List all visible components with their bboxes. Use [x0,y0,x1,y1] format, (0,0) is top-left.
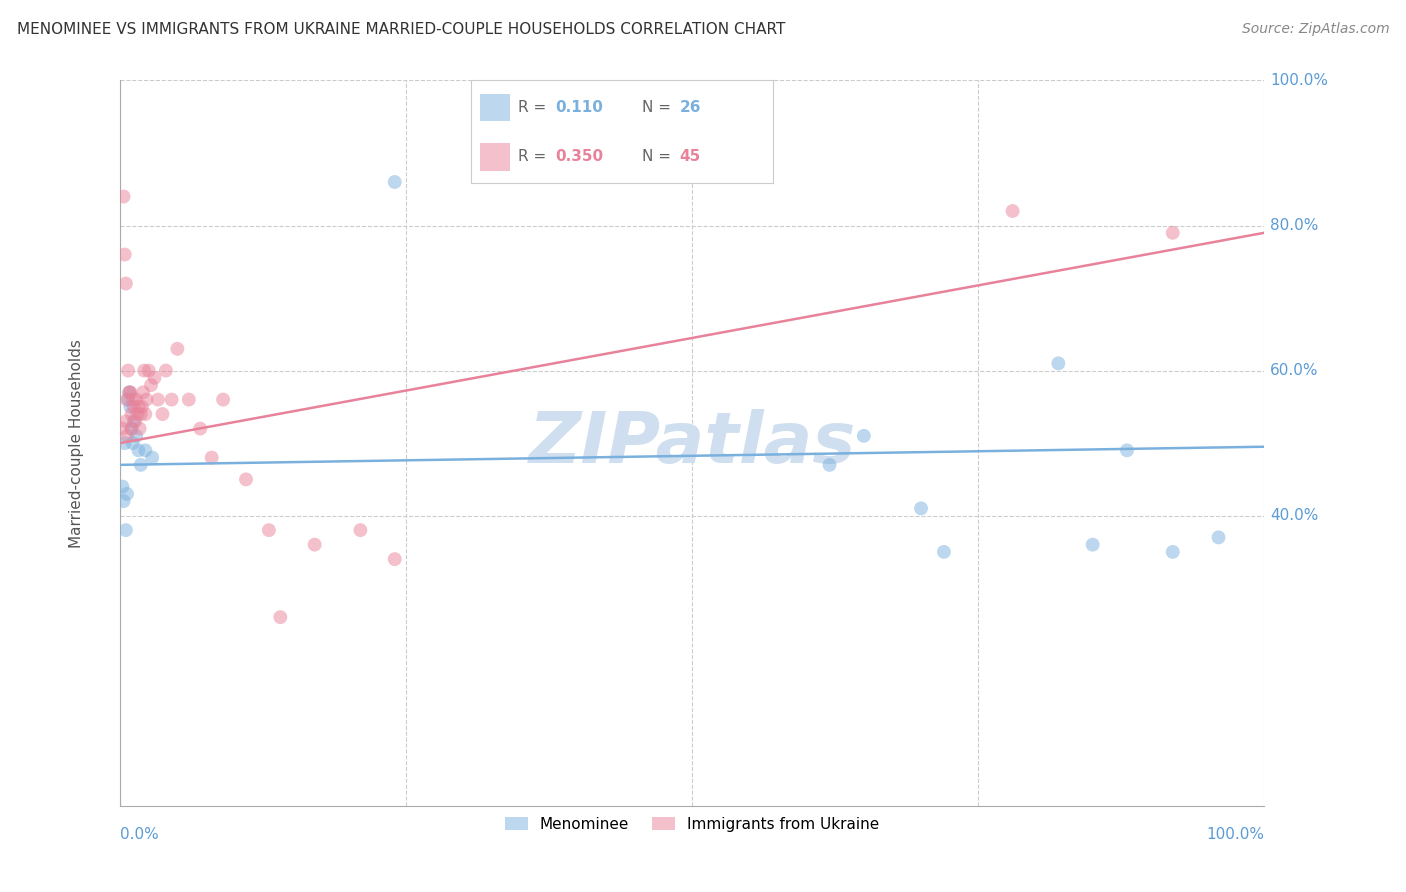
Point [127,407,149,421]
Point [114,247,136,261]
Point [112,494,135,508]
Text: 100.0%: 100.0% [1206,828,1264,842]
Text: MENOMINEE VS IMMIGRANTS FROM UKRAINE MARRIED-COUPLE HOUSEHOLDS CORRELATION CHART: MENOMINEE VS IMMIGRANTS FROM UKRAINE MAR… [17,22,785,37]
Point [112,189,135,203]
Point [128,421,150,435]
Text: R =: R = [517,149,551,164]
Point [235,472,257,486]
Point [818,458,841,472]
Point [160,392,183,407]
Point [120,400,142,414]
Point [114,436,136,450]
Point [134,363,156,377]
Point [121,421,143,435]
Point [125,429,148,443]
Point [143,371,166,385]
Point [115,523,138,537]
Point [384,175,406,189]
Point [115,392,138,407]
Point [127,443,149,458]
Text: Married-couple Households: Married-couple Households [69,339,84,548]
Text: R =: R = [517,100,551,115]
Text: 100.0%: 100.0% [1270,73,1329,88]
Point [121,407,143,421]
Point [212,392,235,407]
Point [127,400,149,414]
Text: 80.0%: 80.0% [1270,218,1319,233]
Point [177,392,200,407]
Point [117,363,139,377]
Point [118,385,141,400]
Point [115,429,138,443]
Point [141,450,163,465]
Point [384,552,406,566]
Point [304,538,326,552]
Text: 0.350: 0.350 [555,149,603,164]
Point [139,378,162,392]
Text: 45: 45 [679,149,700,164]
Point [115,414,138,428]
Text: 40.0%: 40.0% [1270,508,1319,523]
Legend: Menominee, Immigrants from Ukraine: Menominee, Immigrants from Ukraine [499,811,886,838]
Point [129,458,152,472]
Point [1081,538,1104,552]
Point [1047,356,1070,370]
Point [155,363,177,377]
Point [132,385,155,400]
Point [910,501,932,516]
Point [111,421,134,435]
Point [131,400,153,414]
FancyBboxPatch shape [479,143,510,170]
Point [201,450,224,465]
Point [134,407,156,421]
Point [257,523,280,537]
Text: Source: ZipAtlas.com: Source: ZipAtlas.com [1241,22,1389,37]
Point [125,392,148,407]
Point [124,414,146,428]
Point [852,429,875,443]
Text: 60.0%: 60.0% [1270,363,1319,378]
Text: 26: 26 [679,100,702,115]
Point [121,421,143,435]
Point [115,487,138,501]
Point [115,277,138,291]
Point [118,385,141,400]
Point [349,523,371,537]
Point [111,480,134,494]
Text: 0.110: 0.110 [555,100,603,115]
Point [120,385,142,400]
Point [134,443,156,458]
Point [1001,204,1024,219]
Point [135,392,157,407]
Point [152,407,174,421]
Point [122,414,145,428]
Text: N =: N = [641,100,676,115]
Point [121,436,143,450]
Point [117,392,139,407]
Point [129,407,152,421]
Point [269,610,291,624]
Point [1208,530,1230,544]
Text: 0.0%: 0.0% [120,828,159,842]
Point [932,545,955,559]
Point [1116,443,1139,458]
FancyBboxPatch shape [479,94,510,121]
Point [146,392,169,407]
Point [1161,226,1184,240]
Point [121,392,143,407]
Point [188,421,211,435]
Point [138,363,160,377]
Point [1161,545,1184,559]
Point [166,342,188,356]
Text: N =: N = [641,149,676,164]
Text: ZIPatlas: ZIPatlas [529,409,856,477]
Point [122,400,145,414]
